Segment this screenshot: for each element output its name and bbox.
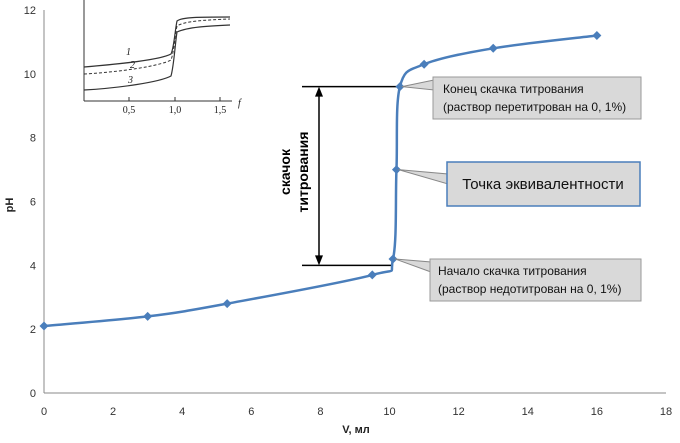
x-tick-label: 2 xyxy=(110,406,116,418)
y-tick-label: 8 xyxy=(30,133,36,145)
callout-line1: Начало скачка титрования xyxy=(438,264,587,278)
y-tick-label: 4 xyxy=(30,260,36,272)
x-tick-label: 8 xyxy=(317,406,323,418)
x-tick-label: 0 xyxy=(41,406,47,418)
inset-curve-2 xyxy=(83,18,231,75)
y-axis-title: pH xyxy=(4,198,16,213)
inset-x-tick-label: 1,5 xyxy=(214,105,227,116)
inset-x-tick-label: 1,0 xyxy=(169,105,182,116)
inset-curve-label-1: 1 xyxy=(126,47,131,58)
y-tick-label: 6 xyxy=(30,197,36,209)
data-point-marker xyxy=(39,321,49,331)
callout-end: Конец скачка титрования (раствор перетит… xyxy=(401,76,642,120)
x-tick-labels: 0 2 4 6 8 10 12 14 16 18 xyxy=(41,406,672,418)
y-tick-label: 10 xyxy=(24,69,36,81)
y-tick-labels: 0 2 4 6 8 10 12 xyxy=(24,5,36,400)
callout-pointer xyxy=(398,169,449,185)
callout-box xyxy=(432,76,642,120)
arrowhead-up xyxy=(315,86,323,97)
x-tick-label: 12 xyxy=(453,406,465,418)
inset-x-axis-symbol: f xyxy=(238,98,242,109)
data-point-marker xyxy=(391,165,401,175)
data-point-marker xyxy=(592,31,602,41)
inset-x-tick-label: 0,5 xyxy=(123,105,136,116)
inset-curve-label-3: 3 xyxy=(127,75,133,86)
x-tick-label: 18 xyxy=(660,406,672,418)
callout-pointer xyxy=(394,258,432,273)
data-point-marker xyxy=(488,43,498,53)
callout-pointer xyxy=(401,79,435,91)
inset-figure: 1 2 3 0,5 1,0 1,5 f xyxy=(83,0,243,116)
inset-curve-label-2: 2 xyxy=(130,60,135,71)
data-point-marker xyxy=(143,311,153,321)
data-point-marker xyxy=(388,254,398,264)
arrowhead-down xyxy=(315,255,323,266)
y-tick-label: 12 xyxy=(24,5,36,17)
data-point-marker xyxy=(222,299,232,309)
x-axis-title: V, мл xyxy=(342,424,370,436)
data-point-marker xyxy=(395,82,405,92)
y-tick-label: 0 xyxy=(30,388,36,400)
x-tick-label: 16 xyxy=(591,406,603,418)
x-tick-label: 6 xyxy=(248,406,254,418)
callout-box xyxy=(429,258,642,302)
inset-curve-1 xyxy=(83,16,231,68)
callout-start: Начало скачка титрования (раствор недоти… xyxy=(394,258,642,302)
jump-label-line2: титрования xyxy=(295,132,311,213)
titration-jump-bracket: скачок титрования xyxy=(277,85,400,267)
data-point-marker xyxy=(367,270,377,280)
jump-label-line1: скачок xyxy=(277,148,293,195)
callout-line2: (раствор перетитрован на 0, 1%) xyxy=(443,100,626,114)
x-tick-label: 4 xyxy=(179,406,185,418)
series-line xyxy=(43,34,598,328)
series-markers xyxy=(39,31,602,331)
y-tick-label: 2 xyxy=(30,324,36,336)
x-tick-label: 14 xyxy=(522,406,534,418)
callout-box xyxy=(446,161,641,207)
inset-curve-3 xyxy=(83,24,231,91)
x-tick-label: 10 xyxy=(383,406,395,418)
callout-line1: Точка эквивалентности xyxy=(462,176,624,193)
callout-line1: Конец скачка титрования xyxy=(443,82,584,96)
callout-equivalence: Точка эквивалентности xyxy=(398,161,641,207)
callout-line2: (раствор недотитрован на 0, 1%) xyxy=(438,282,621,296)
data-point-marker xyxy=(419,59,429,69)
